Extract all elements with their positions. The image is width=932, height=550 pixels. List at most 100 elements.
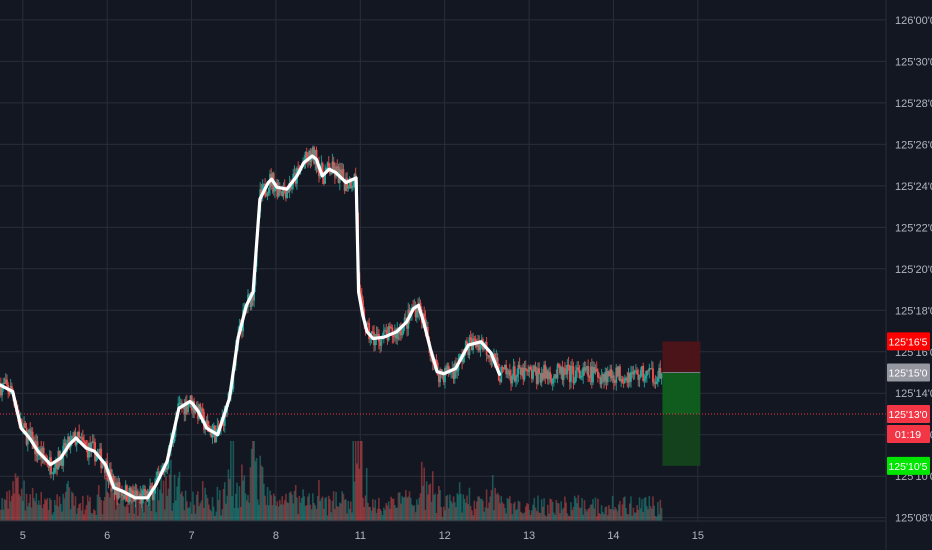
time-axis-panel[interactable] bbox=[0, 521, 886, 550]
volume-bar bbox=[604, 507, 607, 521]
price-tick-label: 125'28'0 bbox=[895, 98, 932, 110]
candle-body bbox=[330, 173, 333, 175]
volume-bar bbox=[427, 494, 429, 521]
volume-bar bbox=[383, 507, 385, 521]
candle-body bbox=[297, 168, 300, 170]
candle-body bbox=[145, 490, 148, 499]
candle-body bbox=[336, 166, 339, 168]
volume-bar bbox=[200, 500, 203, 521]
volume-bar bbox=[550, 499, 553, 521]
volume-bar bbox=[39, 505, 41, 521]
candle-body bbox=[475, 345, 478, 348]
candle-body bbox=[85, 444, 88, 446]
volume-bar bbox=[30, 507, 33, 521]
volume-bar bbox=[565, 502, 567, 521]
volume-bar bbox=[414, 512, 417, 521]
time-tick-label: 6 bbox=[104, 530, 110, 542]
volume-bar bbox=[483, 511, 485, 521]
volume-bar bbox=[578, 507, 581, 521]
volume-bar bbox=[271, 505, 274, 521]
volume-bar bbox=[55, 505, 57, 521]
candle-body bbox=[568, 365, 571, 383]
candle-body bbox=[130, 490, 133, 497]
volume-bar bbox=[615, 508, 618, 521]
candle-body bbox=[541, 372, 544, 379]
volume-bar bbox=[485, 489, 488, 521]
volume-bar bbox=[116, 496, 118, 521]
price-tag-label-stop: 125'16'5 bbox=[888, 336, 927, 348]
candle-body bbox=[118, 482, 121, 493]
candle-body bbox=[211, 430, 214, 438]
volume-bar bbox=[137, 515, 139, 521]
candle-body bbox=[529, 367, 532, 370]
volume-bar bbox=[520, 511, 522, 521]
volume-bar bbox=[186, 501, 188, 521]
volume-bar bbox=[636, 505, 638, 521]
volume-bar bbox=[416, 499, 418, 521]
candle-body bbox=[576, 367, 579, 371]
candle-body bbox=[143, 489, 145, 491]
volume-bar bbox=[659, 499, 662, 521]
volume-bar bbox=[168, 474, 171, 521]
volume-bar bbox=[248, 502, 251, 521]
volume-bar bbox=[564, 496, 566, 521]
volume-bar bbox=[630, 496, 632, 521]
volume-bar bbox=[641, 499, 643, 521]
candle-body bbox=[423, 313, 426, 318]
volume-bar bbox=[40, 492, 43, 521]
volume-bar bbox=[407, 496, 410, 521]
volume-bar bbox=[517, 500, 520, 521]
volume-bar bbox=[501, 502, 504, 521]
volume-bar bbox=[660, 507, 663, 521]
candle-body bbox=[507, 370, 510, 373]
volume-bar bbox=[468, 487, 471, 521]
volume-bar bbox=[606, 515, 609, 521]
volume-bar bbox=[522, 513, 525, 521]
volume-bar bbox=[150, 511, 153, 521]
candle-body bbox=[442, 373, 445, 383]
candle-body bbox=[179, 402, 182, 404]
volume-bar bbox=[308, 493, 310, 521]
volume-bar bbox=[261, 467, 264, 521]
volume-bar bbox=[518, 501, 521, 521]
candle-body bbox=[419, 302, 422, 310]
volume-bar bbox=[507, 499, 510, 521]
volume-bar bbox=[263, 483, 265, 521]
candle-body bbox=[368, 323, 371, 340]
candle-body bbox=[641, 365, 643, 371]
volume-bar bbox=[299, 502, 302, 521]
volume-bar bbox=[521, 512, 523, 521]
volume-bar bbox=[111, 477, 113, 521]
volume-bar bbox=[237, 507, 240, 521]
profit-zone-remaining bbox=[662, 413, 701, 466]
volume-bar bbox=[14, 473, 17, 521]
candle-body bbox=[278, 186, 281, 193]
volume-bar bbox=[419, 493, 422, 521]
time-tick-label: 15 bbox=[692, 530, 704, 542]
candle-body bbox=[540, 372, 543, 383]
candle-body bbox=[63, 442, 66, 446]
candle-body bbox=[594, 368, 597, 373]
volume-bar bbox=[62, 493, 65, 521]
volume-bar bbox=[598, 513, 600, 521]
volume-bar bbox=[93, 509, 95, 521]
candle-body bbox=[584, 367, 587, 371]
volume-bar bbox=[6, 491, 8, 521]
candle-body bbox=[78, 431, 81, 438]
position-zones[interactable] bbox=[662, 341, 701, 466]
candle-body bbox=[623, 378, 626, 384]
volume-bar bbox=[230, 441, 232, 521]
volume-bar bbox=[516, 509, 518, 521]
candle-body bbox=[75, 442, 78, 445]
volume-bar bbox=[234, 493, 237, 521]
candle-body bbox=[505, 364, 508, 375]
volume-bar bbox=[304, 505, 307, 521]
volume-bar bbox=[303, 496, 306, 521]
candle-body bbox=[533, 366, 536, 372]
candle-body bbox=[534, 366, 537, 372]
volume-bar bbox=[61, 511, 63, 521]
candle-body bbox=[522, 367, 525, 380]
volume-bar bbox=[22, 500, 24, 521]
